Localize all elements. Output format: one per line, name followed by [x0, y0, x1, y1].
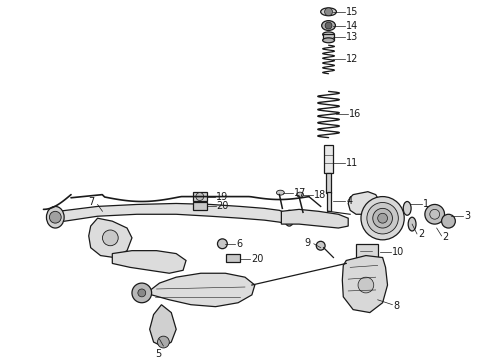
Circle shape	[324, 8, 333, 16]
Circle shape	[441, 214, 455, 228]
Circle shape	[218, 239, 227, 249]
Text: 1: 1	[423, 199, 429, 210]
Bar	[226, 253, 240, 262]
Bar	[326, 192, 331, 211]
Circle shape	[132, 283, 151, 303]
Text: 15: 15	[346, 7, 359, 17]
Text: 6: 6	[236, 239, 242, 249]
Bar	[356, 244, 378, 260]
Text: 19: 19	[216, 192, 228, 202]
Circle shape	[358, 277, 374, 293]
Ellipse shape	[408, 217, 416, 231]
Circle shape	[425, 204, 444, 224]
Circle shape	[373, 208, 392, 228]
Circle shape	[378, 213, 388, 223]
Polygon shape	[149, 305, 176, 347]
Polygon shape	[89, 218, 132, 257]
Circle shape	[361, 197, 404, 240]
Text: 11: 11	[346, 158, 359, 168]
Ellipse shape	[322, 32, 335, 37]
Circle shape	[102, 230, 118, 246]
Ellipse shape	[403, 202, 411, 215]
Ellipse shape	[296, 192, 303, 197]
Circle shape	[157, 336, 170, 348]
Ellipse shape	[320, 8, 337, 16]
Circle shape	[325, 22, 332, 29]
Circle shape	[138, 289, 146, 297]
Text: 20: 20	[217, 201, 229, 211]
Bar	[193, 202, 207, 210]
Text: 2: 2	[442, 232, 449, 242]
Polygon shape	[112, 251, 186, 273]
Polygon shape	[343, 256, 388, 312]
Ellipse shape	[276, 190, 284, 195]
Polygon shape	[147, 273, 255, 307]
Circle shape	[367, 202, 398, 234]
Ellipse shape	[284, 210, 294, 226]
Text: 18: 18	[314, 190, 326, 199]
Polygon shape	[281, 210, 348, 228]
Text: 13: 13	[346, 32, 359, 42]
Polygon shape	[348, 192, 380, 214]
Text: 20: 20	[251, 253, 263, 264]
Text: 4: 4	[346, 197, 352, 207]
Text: 10: 10	[392, 247, 405, 257]
Text: 14: 14	[346, 21, 359, 31]
Circle shape	[316, 241, 325, 250]
Bar	[322, 35, 335, 40]
Text: 9: 9	[305, 238, 311, 248]
Text: 12: 12	[346, 54, 359, 64]
Text: 16: 16	[349, 109, 362, 119]
Circle shape	[196, 193, 204, 201]
Bar	[193, 192, 207, 202]
Text: 8: 8	[393, 301, 399, 311]
Bar	[323, 145, 334, 173]
Circle shape	[49, 211, 61, 223]
Ellipse shape	[47, 206, 64, 228]
Text: 7: 7	[88, 198, 95, 207]
Text: 5: 5	[155, 349, 162, 359]
Ellipse shape	[321, 21, 336, 31]
Polygon shape	[58, 203, 289, 224]
Bar	[326, 173, 331, 193]
Text: 3: 3	[464, 211, 470, 221]
Ellipse shape	[322, 38, 335, 43]
Text: 17: 17	[294, 188, 307, 198]
Text: 2: 2	[418, 229, 424, 239]
